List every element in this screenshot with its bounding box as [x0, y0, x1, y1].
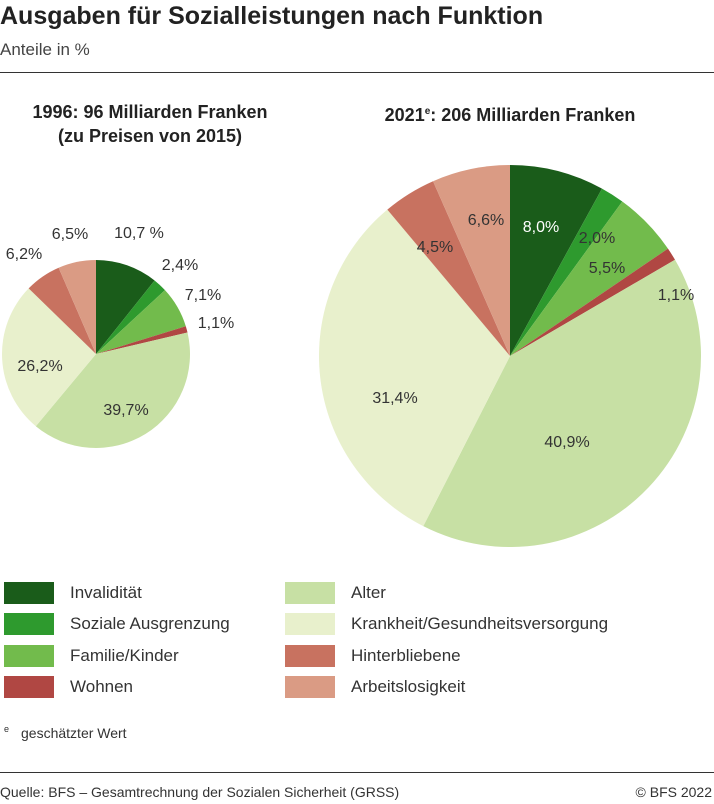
pie-1996-slice-1: [96, 280, 165, 354]
footnote-mark: e: [4, 724, 10, 734]
legend-item: Krankheit/Gesundheitsversorgung: [285, 609, 608, 640]
source: Quelle: BFS – Gesamtrechnung der Soziale…: [0, 784, 400, 800]
title-year: 2021: [384, 105, 425, 125]
pie-1996-label-1: 2,4%: [162, 257, 198, 274]
pie-2021-slice-6: [387, 181, 510, 356]
legend-label: Alter: [351, 582, 386, 602]
pie-2021-label-7: 6,6%: [468, 212, 504, 229]
chart-title: Ausgaben für Sozialleistungen nach Funkt…: [0, 2, 544, 30]
pie-2021-label-5: 31,4%: [372, 390, 417, 407]
legend-item: Familie/Kinder: [4, 640, 179, 671]
pie-2021-slice-1: [510, 188, 623, 356]
legend-label: Arbeitslosigkeit: [351, 677, 466, 696]
estimate-mark: e: [424, 106, 431, 117]
legend-item: Hinterbliebene: [285, 640, 461, 671]
legend-label: Krankheit/Gesundheitsversorgung: [351, 614, 609, 633]
pie-2021-slice-3: [510, 248, 676, 356]
legend-label: Invalidität: [70, 582, 142, 602]
legend-swatch: [4, 644, 54, 667]
pie-1996-label-6: 6,2%: [6, 246, 42, 263]
top-divider: [0, 72, 714, 73]
pie-1996-slice-0: [96, 260, 155, 354]
pie-2021-label-0: 8,0%: [523, 219, 559, 236]
pie-1996-slice-3: [96, 326, 188, 354]
legend-label: Wohnen: [70, 677, 134, 696]
legend-swatch: [4, 613, 54, 635]
pie-2021-label-6: 4,5%: [417, 239, 453, 256]
pie-1996-label-7: 6,5%: [52, 226, 88, 243]
legend-item: Soziale Ausgrenzung: [4, 609, 230, 640]
pie-2021-slice-2: [510, 201, 668, 356]
legend-item: Wohnen: [4, 672, 133, 703]
pie-1996-label-0: 10,7 %: [114, 225, 164, 242]
pie-2021-slice-4: [423, 259, 702, 548]
legend-swatch: [4, 581, 54, 604]
bottom-divider: [0, 772, 714, 773]
legend-swatch: [285, 676, 335, 698]
copyright: © BFS 2022: [635, 784, 712, 800]
pie-1996-title-line2: (zu Preisen von 2015): [57, 126, 243, 146]
pie-2021-slice-5: [319, 209, 510, 527]
pie-2021-label-4: 40,9%: [544, 434, 589, 451]
pie-2021-slice-0: [510, 165, 603, 356]
pie-2021-label-3: 1,1%: [658, 287, 694, 304]
pie-1996-label-5: 26,2%: [17, 358, 62, 375]
legend-swatch: [285, 644, 335, 667]
legend-label: Hinterbliebene: [351, 645, 461, 665]
legend-swatch: [4, 676, 54, 698]
pie-1996-title: 1996: 96 Milliarden Franken (zu Preisen …: [0, 100, 300, 148]
title-rest: : 206 Milliarden Franken: [430, 105, 636, 125]
footnote: e geschätzter Wert: [4, 724, 127, 741]
pie-2021-slice-7: [433, 165, 510, 356]
legend-item: Invalidität: [4, 577, 142, 608]
pie-1996-label-4: 39,7%: [103, 402, 148, 419]
pie-1996-slice-5: [2, 288, 97, 427]
legend-swatch: [285, 581, 335, 604]
legend-item: Alter: [285, 577, 386, 608]
pie-1996-slice-4: [35, 332, 191, 449]
pie-1996-slice-6: [28, 267, 97, 354]
pie-2021-label-1: 2,0%: [579, 230, 615, 247]
legend-label: Familie/Kinder: [70, 645, 179, 665]
pie-1996-slice-7: [58, 260, 96, 354]
legend-item: Arbeitslosigkeit: [285, 672, 465, 703]
legend-label: Soziale Ausgrenzung: [70, 614, 230, 633]
legend-swatch: [285, 613, 335, 635]
footnote-text: geschätzter Wert: [21, 724, 127, 741]
pie-1996-slice-2: [96, 290, 186, 354]
pie-1996-label-3: 1,1%: [198, 315, 234, 332]
pie-charts: 10,7 % 2,4% 7,1% 1,1% 39,7% 26,2% 6,2% 6,5% 8,0%…: [2, 165, 702, 548]
chart-subtitle: Anteile in %: [0, 40, 90, 59]
pie-2021-label-2: 5,5%: [589, 260, 625, 277]
pie-2021-title: 2021e: 206 Milliarden Franken: [360, 100, 660, 127]
pie-1996-title-line1: 1996: 96 Milliarden Franken: [32, 102, 268, 122]
pie-1996-label-2: 7,1%: [185, 287, 221, 304]
